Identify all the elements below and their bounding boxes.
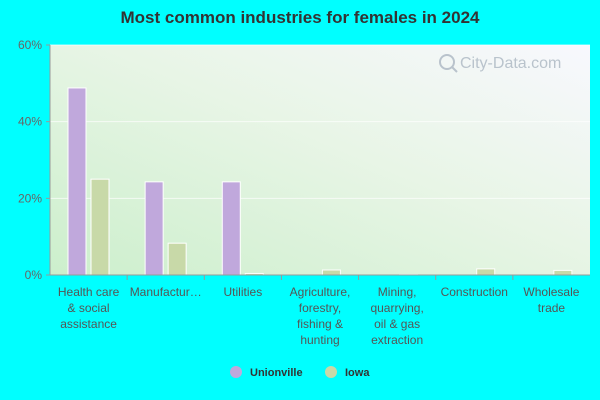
bar-iowa [476,268,496,276]
axes: 0% 20% 40% 60% Health care & social assistance… [18,38,590,347]
city-data-logo-icon [439,54,458,73]
legend-label-unionville: Unionville [250,367,303,379]
x-category-label: Construction [441,285,508,299]
x-category-label: Manufactur… [130,285,202,299]
legend: Unionville Iowa [230,366,370,379]
bar-unionville [144,181,164,276]
x-category-label: Wholesale trade [523,285,579,315]
x-category-label: Agriculture, forestry, fishing & hunting [290,285,351,347]
bar-iowa [553,269,573,276]
y-tick-label: 60% [18,38,42,52]
legend-swatch-iowa [325,366,337,378]
watermark: City-Data.com [439,54,561,73]
bar-iowa [90,178,110,276]
bar-unionville [221,181,241,276]
y-tick-label: 20% [18,191,42,205]
x-category-label: Mining, quarrying, oil & gas extraction [370,285,423,347]
legend-label-iowa: Iowa [345,367,370,379]
y-tick-label: 40% [18,115,42,129]
chart-title: Most common industries for females in 20… [120,8,480,27]
plot-area [50,45,590,275]
legend-swatch-unionville [230,366,242,378]
x-category-label: Utilities [224,285,263,299]
watermark-text: City-Data.com [460,55,561,72]
bar-iowa [167,242,187,276]
y-tick-label: 0% [25,268,43,282]
bar-iowa [321,269,341,276]
bars [67,87,573,276]
bar-unionville [67,87,87,276]
grid-lines [50,44,590,199]
x-category-label: Health care & social assistance [58,285,120,331]
